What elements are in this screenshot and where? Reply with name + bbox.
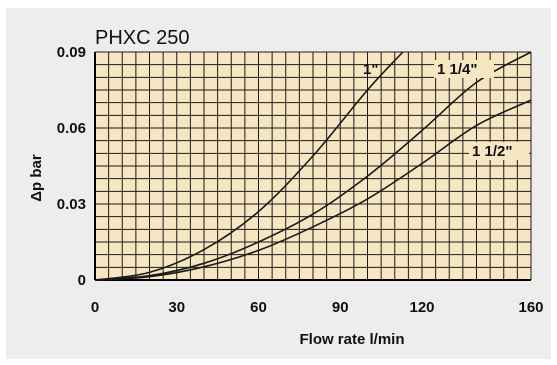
curves: 1" 1 1/4" 1 1/2" [94,51,532,281]
y-tick-label: 0 [78,272,86,289]
x-axis-title: Flow rate l/min [299,331,404,348]
series-label-background [469,142,529,160]
y-tick-label: 0.09 [57,44,86,61]
x-tick-label: 90 [332,299,349,316]
axes [94,52,531,281]
y-tick-label: 0.06 [57,120,86,137]
x-tick-label: 30 [168,299,185,316]
series-curve-1 [94,51,404,281]
series-label-2: 1 1/4" [437,61,477,78]
x-tick-label: 60 [250,299,267,316]
y-axis-title: Δp bar [28,154,45,202]
x-tick-label: 160 [518,299,543,316]
series-curve-2 [94,51,532,281]
series-label-background [434,60,494,78]
x-tick-label: 120 [409,299,434,316]
chart-title: PHXC 250 [95,27,190,49]
tick-labels: 0 30 60 90 120 160 0 0.03 0.06 0.09 [57,44,544,316]
series-label-3: 1 1/2" [472,143,512,160]
series-curve-3 [94,99,532,281]
grid [94,51,532,281]
series-label-1: 1" [363,61,378,78]
y-tick-label: 0.03 [57,196,86,213]
x-tick-label: 0 [91,299,99,316]
